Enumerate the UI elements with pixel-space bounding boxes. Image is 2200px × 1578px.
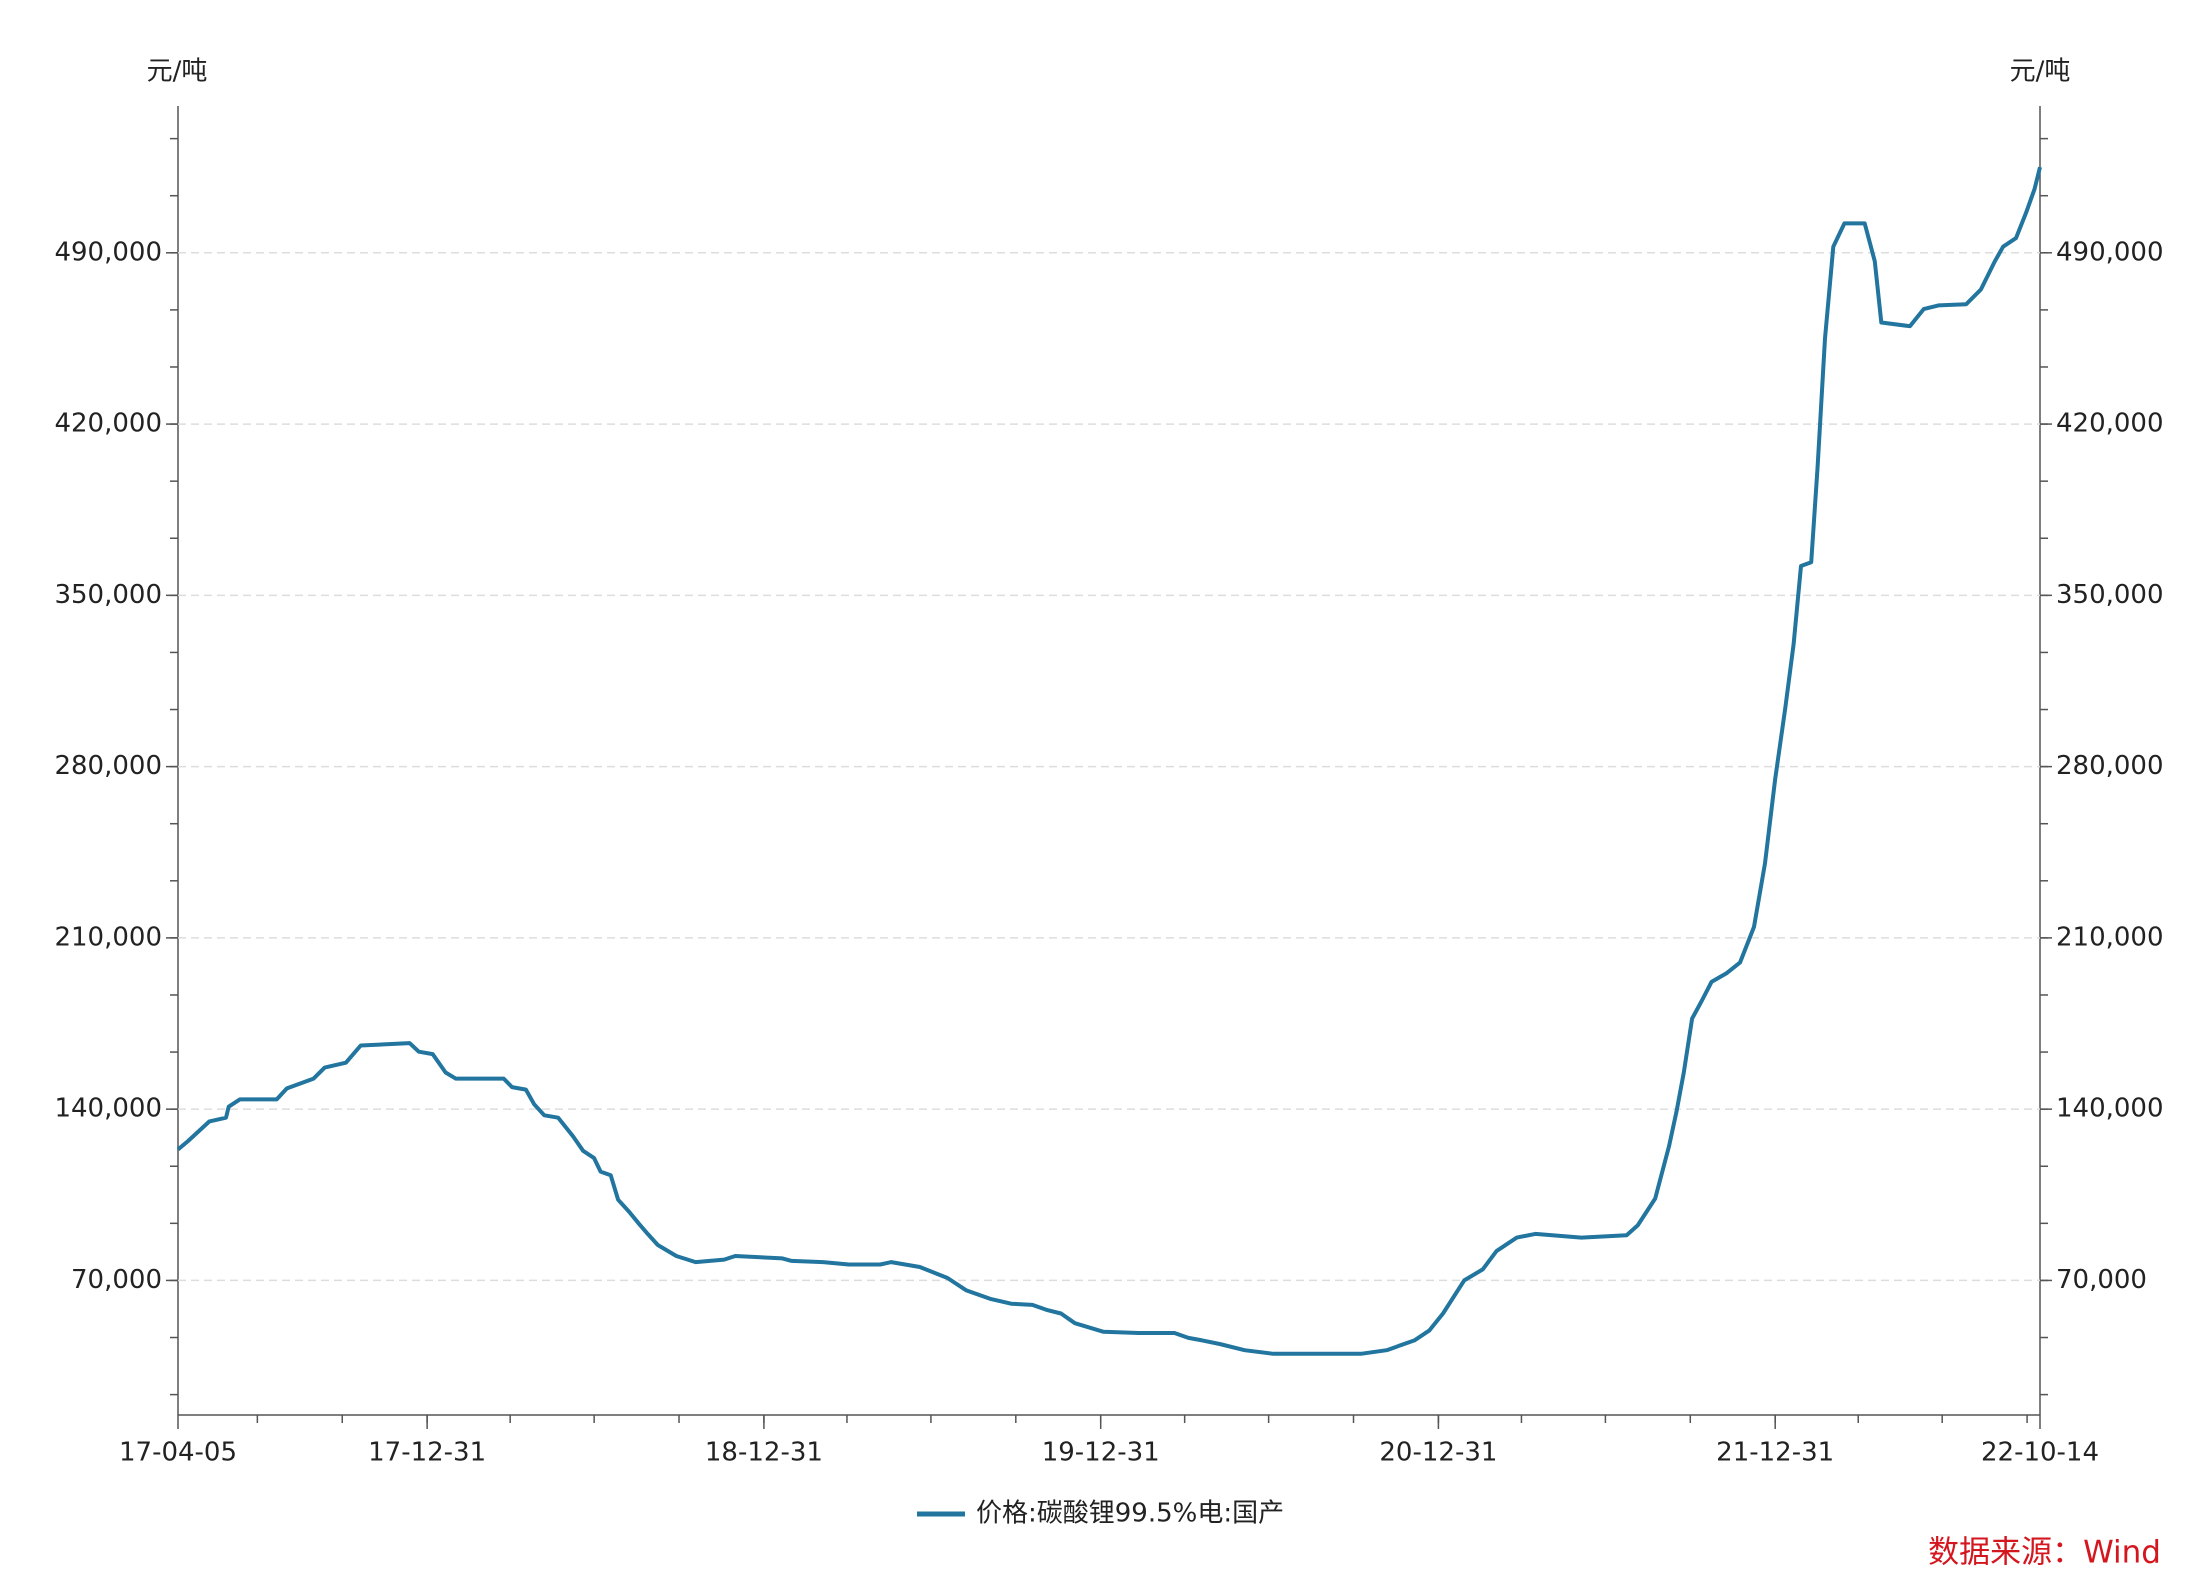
y2-tick-label: 280,000 <box>2056 751 2164 781</box>
y2-tick-label: 70,000 <box>2056 1265 2147 1295</box>
source-note: 数据来源：Wind <box>1928 1535 2161 1571</box>
x-tick-label: 20-12-31 <box>1379 1438 1497 1468</box>
y-tick-label: 420,000 <box>54 409 162 439</box>
x-tick-label: 17-12-31 <box>368 1438 486 1468</box>
x-tick-label: 18-12-31 <box>705 1438 823 1468</box>
y-tick-label: 140,000 <box>54 1094 162 1124</box>
x-tick-label: 21-12-31 <box>1716 1438 1834 1468</box>
price-line <box>176 166 2042 1356</box>
y-tick-label: 210,000 <box>54 922 162 952</box>
y-tick-label: 70,000 <box>71 1265 162 1295</box>
legend-label: 价格:碳酸锂99.5%电:国产 <box>976 1499 1284 1529</box>
y-axis-label: 元/吨 <box>147 57 208 87</box>
y2-tick-label: 210,000 <box>2056 922 2164 952</box>
y-tick-label: 350,000 <box>54 580 162 610</box>
y2-tick-label: 350,000 <box>2056 580 2164 610</box>
y2-tick-label: 140,000 <box>2056 1094 2164 1124</box>
y2-tick-label: 420,000 <box>2056 409 2164 439</box>
y-tick-label: 280,000 <box>54 751 162 781</box>
x-tick-label: 19-12-31 <box>1042 1438 1160 1468</box>
y-tick-label: 490,000 <box>54 237 162 267</box>
y2-tick-label: 490,000 <box>2056 237 2164 267</box>
x-tick-label: 17-04-05 <box>119 1438 237 1468</box>
y2-axis-label: 元/吨 <box>2010 57 2071 87</box>
x-tick-label: 22-10-14 <box>1981 1438 2099 1468</box>
